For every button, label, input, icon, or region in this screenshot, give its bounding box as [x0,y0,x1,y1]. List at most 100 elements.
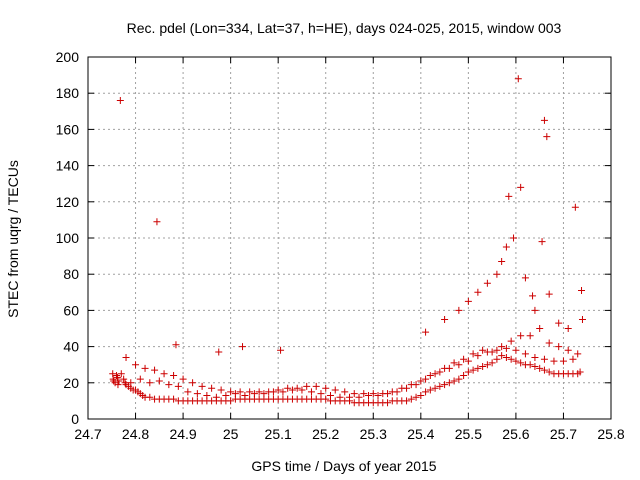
data-point [469,366,477,374]
data-point [307,388,315,396]
x-tick-label: 24.8 [122,426,149,442]
data-point [193,390,201,398]
data-point [559,357,567,365]
data-point [407,395,415,403]
data-point [113,373,121,381]
data-point [550,357,558,365]
data-point [260,390,268,398]
x-tick-label: 25.3 [360,426,387,442]
data-point [531,353,539,361]
data-point [450,359,458,367]
data-point [326,391,334,399]
data-point [208,384,216,392]
data-point [540,366,548,374]
data-point [455,361,463,369]
data-point [483,279,491,287]
data-point [317,390,325,398]
data-point [479,346,487,354]
data-point [179,375,187,383]
data-point [336,393,344,401]
data-point [507,337,515,345]
data-point [393,388,401,396]
data-point [536,364,544,372]
data-point [502,353,510,361]
y-tick-label: 160 [56,121,80,137]
data-point [155,377,163,385]
data-point [198,382,206,390]
y-tick-label: 40 [63,339,79,355]
x-tick-label: 25.2 [312,426,339,442]
data-point [564,325,572,332]
data-point [460,372,468,380]
data-point [222,391,230,399]
data-point [189,379,197,387]
data-point [569,355,577,363]
data-point [298,386,306,394]
data-point [288,386,296,394]
data-point [441,381,449,389]
data-point [502,243,510,251]
data-point [474,288,482,296]
data-point [436,382,444,390]
data-point [555,343,563,351]
y-tick-label: 140 [56,158,80,174]
data-point [417,377,425,385]
data-point [531,306,539,314]
x-tick-label: 25.5 [455,426,482,442]
data-point [365,391,373,399]
data-point [493,355,501,363]
data-point [455,306,463,314]
axis-ticks: 24.7 24.8 24.9 25 25.1 25.2 25.3 25.4 25.5 25.6 25… [56,49,625,442]
data-point [115,377,123,385]
data-point [203,391,211,399]
data-point [153,218,161,226]
data-point [403,384,411,392]
data-point [450,377,458,385]
data-point [412,393,420,401]
data-point [346,393,353,401]
data-point [241,391,249,399]
y-axis-label: STEC from uqrg / TECUs [5,160,21,318]
data-point [132,361,140,369]
data-point [538,238,546,246]
data-point [331,386,339,394]
data-point [431,384,439,392]
data-point [464,357,472,365]
data-point [469,350,477,358]
data-point [165,381,173,389]
data-point [293,384,301,392]
data-point [350,390,358,398]
x-tick-label: 25.7 [550,426,577,442]
data-point [246,388,254,396]
data-point [521,350,529,358]
x-tick-label: 25 [223,426,239,442]
data-point [545,368,553,376]
y-tick-label: 20 [63,375,79,391]
chart-title: Rec. pdel (Lon=334, Lat=37, h=HE), days … [127,20,562,36]
data-point [184,388,192,396]
data-point [426,372,434,380]
data-point [517,359,525,367]
data-point [255,388,263,396]
data-point [111,379,119,387]
data-point [545,290,553,298]
data-point [555,319,563,327]
data-point [284,384,292,392]
y-tick-label: 60 [63,302,79,318]
data-point [543,133,551,141]
data-point [493,346,501,354]
data-point [113,372,121,380]
data-point [212,393,220,401]
data-point [426,386,434,394]
data-point [384,399,392,407]
data-point [160,370,168,378]
data-point [269,388,277,396]
data-point [116,96,124,104]
data-point [303,382,311,390]
data-points [109,75,586,407]
data-point [441,315,449,323]
data-point [422,375,430,383]
data-point [174,382,182,390]
